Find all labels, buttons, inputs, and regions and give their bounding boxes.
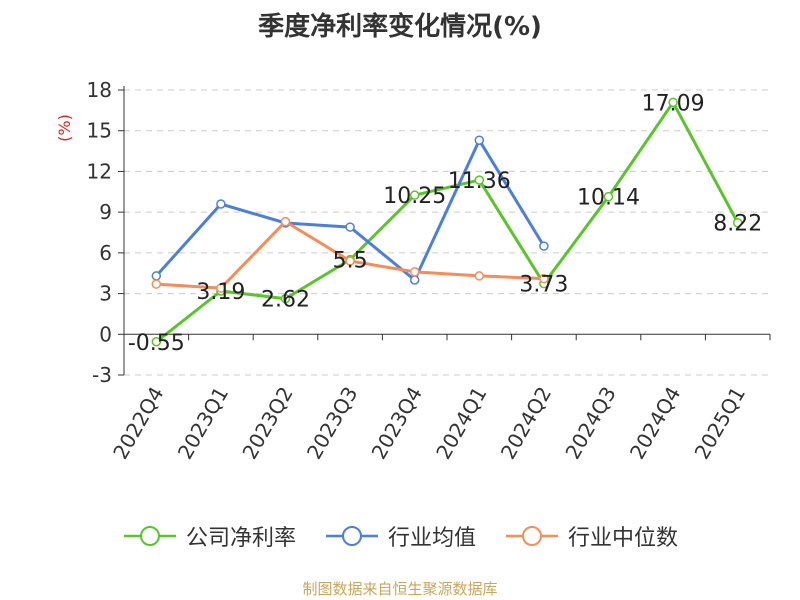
legend-label: 行业中位数	[568, 526, 679, 551]
data-label: 17.09	[642, 91, 705, 116]
x-tick-label: 2024Q3	[560, 383, 620, 464]
data-point	[216, 283, 226, 293]
y-tick-label: 3	[99, 282, 112, 306]
legend: 公司净利率 行业均值 行业中位数	[0, 520, 800, 552]
x-tick-label: 2024Q1	[431, 383, 491, 464]
grid-layer	[124, 89, 770, 376]
data-point	[345, 222, 355, 232]
series-layer	[151, 97, 743, 347]
y-tick-label: -3	[92, 363, 112, 387]
legend-swatch	[506, 526, 558, 546]
data-point	[151, 279, 162, 289]
data-label: 8.22	[713, 212, 762, 237]
legend-item: 行业均值	[324, 520, 476, 552]
data-point	[409, 275, 420, 285]
data-label: 3.19	[196, 280, 245, 305]
source-note: 制图数据来自恒生聚源数据库	[302, 580, 498, 598]
data-point	[474, 135, 485, 145]
data-label: -0.55	[128, 331, 185, 356]
data-label: 3.73	[519, 273, 568, 298]
y-tick-label: 9	[99, 200, 112, 224]
x-tick-label: 2023Q3	[302, 383, 362, 464]
data-point	[474, 175, 485, 185]
data-point	[409, 190, 420, 200]
y-tick-label: 0	[99, 322, 112, 346]
series-line	[155, 100, 740, 343]
data-point	[409, 267, 420, 277]
legend-item: 行业中位数	[504, 520, 678, 552]
x-tick-label: 2022Q4	[108, 383, 168, 464]
chart-title: 季度净利率变化情况(%)	[258, 12, 542, 42]
data-label: 10.25	[383, 184, 446, 209]
x-tick-label: 2024Q4	[625, 383, 685, 464]
y-tick-label: 18	[87, 78, 112, 102]
data-point	[216, 199, 226, 209]
data-point	[345, 256, 355, 266]
y-axis-label: (%)	[55, 114, 74, 142]
y-tick-label: 12	[87, 159, 112, 183]
legend-label: 行业均值	[387, 526, 476, 551]
legend-swatch	[123, 526, 176, 546]
data-point	[151, 271, 162, 281]
x-tick-label: 2024Q2	[496, 383, 556, 464]
y-tick-label: 15	[87, 119, 112, 143]
data-point	[280, 293, 291, 304]
data-point	[539, 241, 549, 251]
x-tick-label: 2025Q1	[690, 383, 750, 464]
x-tick-label: 2023Q4	[367, 383, 427, 464]
data-point	[539, 273, 549, 284]
data-point	[151, 337, 162, 347]
data-point	[603, 191, 614, 202]
data-label: 10.14	[577, 186, 640, 211]
data-label: 5.5	[333, 249, 368, 274]
x-tick-label: 2023Q1	[173, 383, 233, 464]
legend-label: 公司净利率	[185, 526, 296, 551]
data-point	[280, 216, 291, 227]
data-label: 2.62	[261, 288, 310, 313]
data-point	[668, 97, 678, 108]
data-point	[732, 217, 743, 228]
x-tick-label: 2023Q2	[237, 383, 297, 464]
legend-swatch	[325, 526, 378, 546]
data-label: 11.36	[448, 169, 511, 194]
y-tick-label: 6	[99, 241, 112, 265]
legend-item: 公司净利率	[122, 520, 296, 552]
data-point	[474, 271, 485, 281]
